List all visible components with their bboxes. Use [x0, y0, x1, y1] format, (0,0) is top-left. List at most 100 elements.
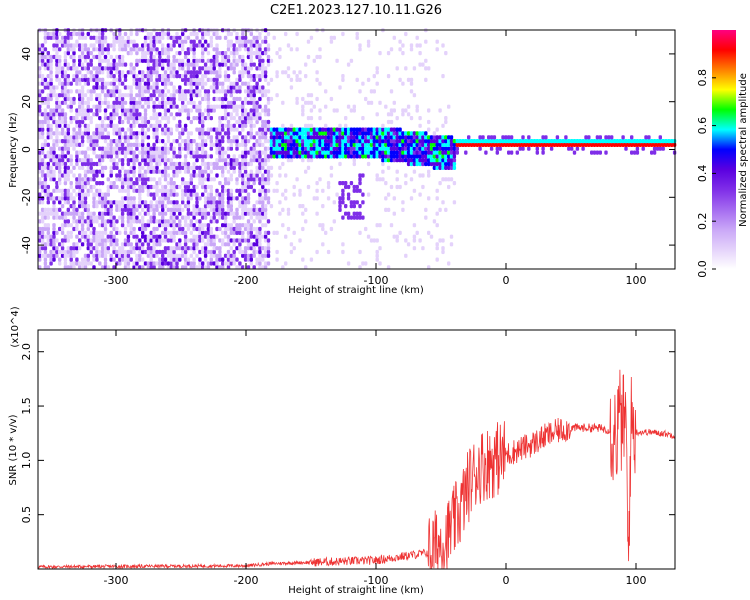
spectrogram-cell [172, 219, 176, 224]
spectrogram-cell [229, 100, 233, 105]
spectrogram-cell [306, 39, 311, 44]
spectrogram-cell [40, 77, 45, 82]
spectrogram-cell [161, 81, 165, 86]
spectrogram-cell [118, 96, 122, 102]
spectrogram-cell [60, 89, 65, 94]
spectrogram-cell [206, 89, 211, 94]
spectrogram-cell [138, 253, 142, 258]
spectrogram-cell [223, 131, 228, 136]
spectrogram-cell [78, 123, 82, 128]
spectrogram-cell [346, 139, 351, 144]
spectrogram-cell [92, 74, 96, 79]
spectrogram-cell [163, 165, 168, 170]
spectrogram-cell [95, 253, 99, 258]
spectrogram-cell [100, 85, 105, 90]
spectrogram-cell [109, 173, 113, 178]
spectrogram-cell [501, 139, 505, 144]
colorbar-tick-label: 0.4 [696, 165, 709, 183]
spectrogram-cell [289, 127, 294, 132]
spectrogram-cell [212, 96, 216, 102]
spectrogram-cell [432, 135, 437, 140]
spectrogram-cell [215, 31, 219, 37]
spectrogram-cell [272, 139, 276, 144]
spectrogram-cell [152, 246, 156, 251]
spectrogram-cell [132, 119, 136, 125]
spectrogram-cell [95, 188, 99, 193]
spectrogram-cell [630, 135, 634, 140]
spectrogram-cell [192, 249, 196, 255]
spectrogram-cell [86, 154, 90, 159]
spectrogram-cell [209, 219, 213, 224]
spectrogram-cell [183, 74, 188, 79]
spectrogram-cell [621, 139, 625, 144]
spectrogram-cell [478, 135, 482, 140]
spectrogram-cell [66, 96, 70, 102]
spectrogram-cell [249, 215, 253, 220]
spectrogram-cell [306, 142, 311, 147]
spectrogram-cell [306, 116, 311, 121]
spectrogram-cell [212, 196, 216, 201]
spectrogram-cell [163, 104, 168, 109]
spectrogram-cell [344, 204, 348, 209]
spectrogram-cell [352, 146, 356, 151]
spectrogram-cell [226, 154, 231, 159]
spectrogram-cell [352, 188, 356, 193]
spectrogram-cell [415, 146, 419, 151]
spectrogram-cell [278, 142, 282, 147]
spectrogram-cell [241, 265, 245, 270]
spectrogram-cell [109, 211, 113, 216]
spectrogram-cell [141, 93, 145, 98]
spectrogram-cell [209, 127, 213, 132]
spectrogram-cell [66, 234, 70, 239]
spectrogram-cell [229, 104, 233, 109]
spectrogram-cell [309, 116, 314, 121]
spectrogram-cell [218, 207, 222, 212]
spectrogram-cell [572, 150, 577, 155]
spectrogram-cell [112, 234, 116, 239]
spectrogram-cell [635, 139, 640, 144]
spectrogram-cell [226, 100, 231, 105]
spectrogram-cell [175, 265, 179, 270]
spectrogram-cell [449, 154, 454, 159]
spectrogram-cell [95, 112, 99, 117]
spectrogram-cell [75, 70, 79, 75]
spectrogram-cell [92, 150, 96, 155]
spectrogram-cell [312, 58, 316, 63]
spectrogram-cell [189, 177, 193, 182]
spectrogram-cell [198, 116, 202, 121]
spectrogram-cell [75, 150, 79, 155]
spectrogram-cell [304, 146, 308, 151]
spectrogram-cell [564, 139, 568, 144]
spectrogram-cell [55, 158, 59, 163]
spectrogram-cell [235, 58, 239, 63]
spectrogram-cell [286, 127, 291, 132]
spectrogram-cell [226, 123, 231, 128]
spectrogram-cell [269, 96, 274, 102]
spectrogram-cell [49, 112, 53, 117]
spectrogram-cell [52, 249, 56, 255]
spectrogram-cell [166, 158, 171, 163]
spectrogram-cell [467, 135, 471, 140]
spectrogram-cell [52, 234, 56, 239]
spectrogram-cell [258, 139, 262, 144]
spectrogram-cell [215, 200, 219, 205]
spectrogram-cell [106, 184, 110, 190]
spectrogram-cell [123, 253, 128, 258]
spectrogram-cell [115, 238, 119, 243]
spectrogram-cell [178, 165, 182, 170]
spectrogram-cell [201, 184, 205, 190]
spectrogram-cell [40, 51, 45, 56]
spectrogram-cell [241, 104, 245, 109]
spectrogram-cell [321, 226, 325, 232]
spectrogram-cell [83, 108, 88, 113]
spectrogram-cell [100, 47, 105, 52]
spectrogram-cell [221, 169, 225, 174]
spectrogram-cell [527, 135, 531, 140]
spectrogram-cell [298, 150, 302, 155]
spectrogram-cell [103, 230, 108, 235]
spectrogram-cell [235, 104, 239, 109]
spectrogram-cell [338, 85, 342, 90]
spectrogram-cell [441, 74, 445, 79]
spectrogram-cell [286, 74, 291, 79]
spectrogram-cell [238, 173, 242, 178]
